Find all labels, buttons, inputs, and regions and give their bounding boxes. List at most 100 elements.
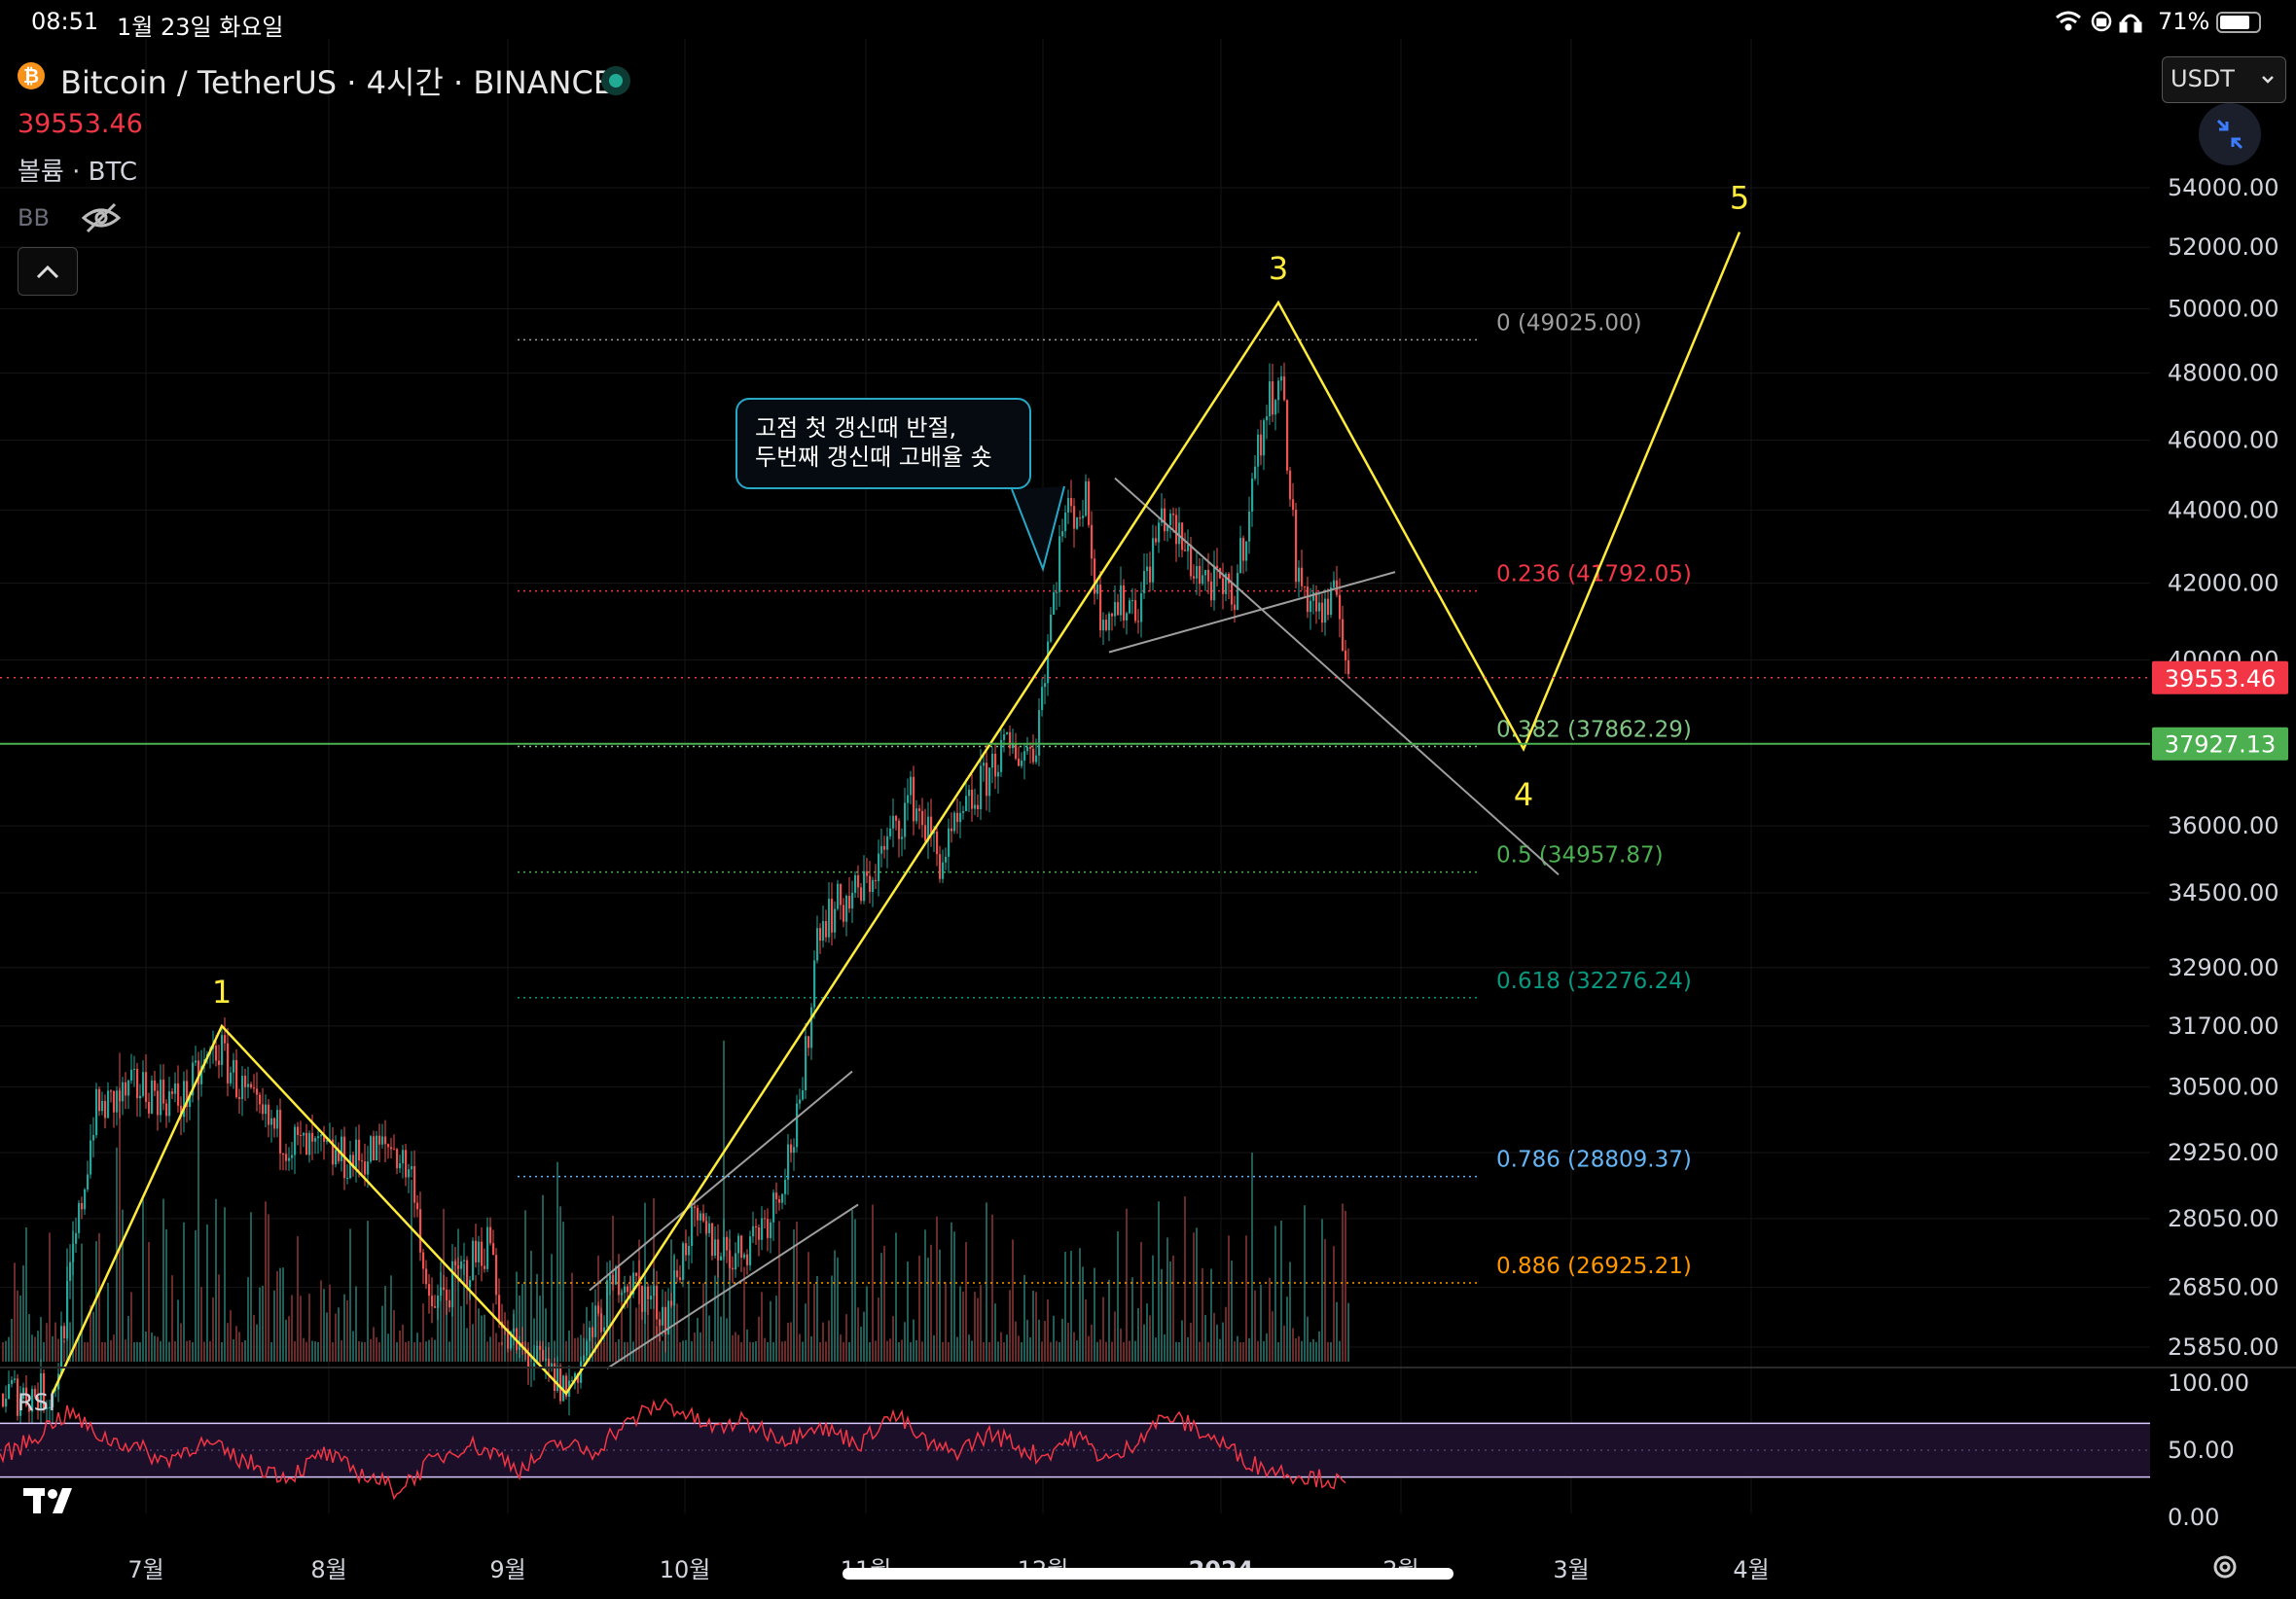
- candle-body: [241, 1076, 244, 1099]
- volume-bar: [241, 1342, 243, 1362]
- candle-body: [948, 828, 951, 857]
- candle-body: [1035, 755, 1038, 763]
- candle-body: [425, 1268, 428, 1285]
- candle-body: [746, 1254, 749, 1265]
- candle-body: [612, 1274, 615, 1285]
- volume-bar: [796, 1222, 798, 1362]
- trendline: [606, 1203, 859, 1369]
- candle-body: [265, 1104, 268, 1115]
- candle-body: [866, 871, 869, 876]
- candle-body: [1196, 565, 1199, 579]
- volume-bar: [95, 1241, 97, 1362]
- volume-bar: [977, 1297, 979, 1362]
- candle-body: [1146, 566, 1149, 572]
- volume-bar: [1088, 1335, 1090, 1362]
- symbol-title[interactable]: Bitcoin / TetherUS · 4시간 · BINANCE: [60, 64, 614, 101]
- candle-body: [1091, 524, 1094, 559]
- volume-bar: [933, 1334, 935, 1362]
- volume-bar: [1105, 1341, 1107, 1362]
- candle-body: [889, 828, 892, 836]
- candle-body: [647, 1286, 650, 1300]
- candle-body: [1169, 514, 1172, 525]
- volume-bar: [189, 1340, 191, 1362]
- candle-body: [54, 1389, 57, 1391]
- candle-body: [1257, 434, 1260, 467]
- exit-fullscreen-button[interactable]: [2199, 103, 2261, 165]
- volume-bar: [1289, 1261, 1291, 1362]
- volume-bar: [770, 1300, 771, 1362]
- candle-body: [951, 828, 953, 832]
- volume-bar: [98, 1232, 100, 1362]
- volume-bar: [1117, 1231, 1119, 1362]
- annotation-callout[interactable]: 고점 첫 갱신때 반절, 두번째 갱신때 고배율 숏: [735, 398, 1031, 489]
- candle-body: [772, 1192, 775, 1223]
- volume-bar: [22, 1265, 24, 1362]
- volume-bar: [1312, 1338, 1314, 1362]
- currency-select[interactable]: USDT: [2162, 56, 2286, 103]
- volume-bar: [971, 1340, 973, 1362]
- volume-bar: [542, 1194, 544, 1362]
- volume-bar: [1234, 1341, 1236, 1362]
- candle-body: [519, 1341, 521, 1350]
- candle-body: [5, 1398, 8, 1407]
- candle-body: [317, 1136, 320, 1139]
- candle-body: [200, 1065, 203, 1084]
- candle-body: [1292, 499, 1295, 511]
- candle-body: [714, 1239, 717, 1256]
- candle-body: [615, 1266, 618, 1285]
- volume-bar: [907, 1261, 909, 1362]
- hide-eye-icon[interactable]: [81, 202, 122, 237]
- volume-bar: [1345, 1211, 1346, 1362]
- volume-bar: [1158, 1201, 1160, 1362]
- candle-body: [300, 1134, 303, 1136]
- volume-bar: [1237, 1335, 1238, 1362]
- candle-body: [434, 1306, 437, 1308]
- candle-body: [988, 767, 991, 797]
- volume-bar: [1064, 1252, 1066, 1362]
- volume-bar: [460, 1305, 462, 1362]
- candle-body: [761, 1218, 764, 1240]
- bb-indicator-legend[interactable]: BB: [18, 204, 50, 231]
- candle-body: [708, 1223, 711, 1233]
- volume-bar: [1336, 1301, 1338, 1362]
- candle-body: [1015, 744, 1018, 759]
- volume-bar: [740, 1341, 742, 1362]
- candle-body: [215, 1046, 218, 1061]
- rsi-label[interactable]: RSI: [18, 1389, 55, 1416]
- volume-bar: [915, 1339, 917, 1362]
- volume-bar: [682, 1340, 684, 1362]
- candle-body: [273, 1118, 276, 1129]
- candle-body: [1123, 585, 1126, 621]
- candle-body: [247, 1084, 250, 1087]
- volume-bar: [875, 1340, 877, 1362]
- candle-body: [305, 1132, 308, 1155]
- settings-gear-icon[interactable]: [2210, 1552, 2240, 1585]
- candle-body: [810, 1007, 813, 1048]
- candle-body: [381, 1136, 384, 1145]
- volume-bar: [819, 1341, 821, 1362]
- home-indicator[interactable]: [843, 1568, 1453, 1580]
- volume-bar: [396, 1341, 398, 1362]
- volume-bar: [244, 1340, 246, 1362]
- candle-body: [303, 1132, 305, 1136]
- volume-bar: [378, 1341, 380, 1362]
- currency-value: USDT: [2170, 65, 2235, 92]
- volume-bar: [358, 1340, 360, 1362]
- candle-body: [1307, 586, 1309, 613]
- volume-bar: [930, 1244, 932, 1362]
- volume-bar: [1178, 1341, 1180, 1362]
- volume-bar: [816, 1275, 818, 1362]
- volume-legend[interactable]: 볼륨 · BTC: [18, 158, 137, 187]
- candle-body: [183, 1081, 186, 1118]
- volume-bar: [571, 1272, 573, 1362]
- volume-bar: [484, 1314, 485, 1362]
- candle-body: [177, 1083, 180, 1106]
- candle-body: [34, 1389, 37, 1398]
- volume-bar: [425, 1341, 427, 1362]
- volume-bar: [495, 1332, 497, 1362]
- candle-body: [127, 1080, 130, 1096]
- collapse-legend-button[interactable]: [18, 247, 78, 296]
- volume-bar: [180, 1323, 182, 1362]
- candle-body: [60, 1326, 63, 1374]
